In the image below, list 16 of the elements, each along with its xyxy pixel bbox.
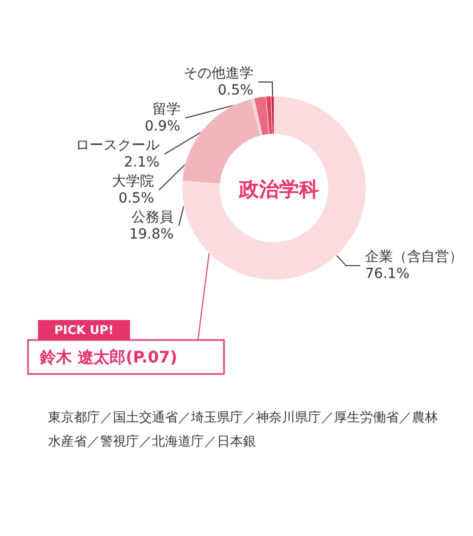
text: 東京都庁／国土交通省／埼玉県庁／神奈川県庁／厚生労働省／農林水産省／警視庁／北海道庁／日本銀 <box>48 410 438 450</box>
slice-label: 大学院 <box>112 174 154 190</box>
data-label: 76.1% <box>365 266 410 282</box>
data-label: 2.1% <box>124 154 160 171</box>
slice-label: ロースクール <box>76 138 160 154</box>
data-label: 0.5% <box>218 82 254 99</box>
data-label: 19.8% <box>129 226 174 243</box>
slice-label: 企業（含自営） <box>365 249 464 266</box>
slice-label: 留学 <box>152 102 180 118</box>
slice-label: 公務員 <box>132 210 174 226</box>
data-label: 0.5% <box>118 190 154 207</box>
text: 鈴木 遼太郎(P.07) <box>39 348 178 366</box>
data-label: 0.9% <box>144 118 180 135</box>
slice-label: その他進学 <box>183 66 254 82</box>
text: 政治学科 <box>238 177 319 201</box>
text: PICK UP! <box>54 323 114 337</box>
